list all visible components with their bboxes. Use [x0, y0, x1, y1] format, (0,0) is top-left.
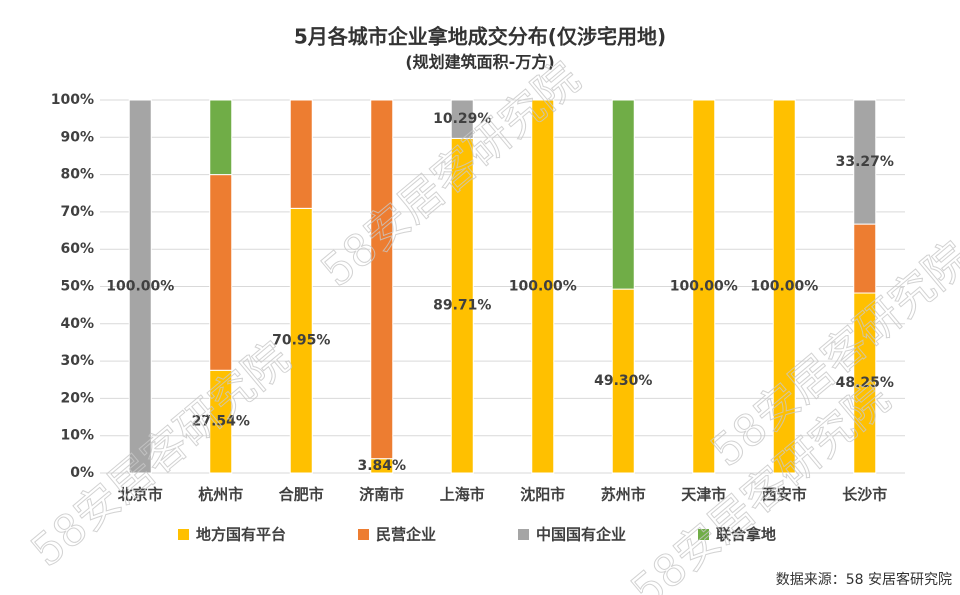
y-tick-label: 0%	[70, 465, 94, 481]
legend-label: 地方国有平台	[196, 526, 286, 544]
legend-swatch	[518, 529, 529, 540]
y-tick-label: 90%	[60, 129, 94, 145]
data-label: 100.00%	[509, 279, 577, 295]
data-label: 100.00%	[750, 279, 818, 295]
bar-segment	[853, 99, 877, 225]
bar-segment	[209, 99, 233, 176]
y-tick-label: 10%	[60, 428, 94, 444]
x-tick-label: 沈阳市	[520, 486, 565, 504]
legend-label: 联合拿地	[716, 526, 776, 544]
bar-segment	[853, 223, 877, 294]
legend-swatch	[698, 529, 709, 540]
bar-segment	[531, 99, 555, 474]
x-tick-label: 合肥市	[278, 486, 324, 504]
x-tick-label: 北京市	[118, 486, 163, 504]
data-label: 3.84%	[357, 458, 406, 474]
x-tick-label: 天津市	[681, 486, 726, 504]
data-label: 27.54%	[192, 414, 250, 430]
y-tick-label: 60%	[60, 241, 94, 257]
legend-label: 中国国有企业	[536, 526, 626, 544]
data-label: 33.27%	[836, 154, 894, 170]
data-label: 89.71%	[433, 298, 491, 314]
data-label: 49.30%	[594, 373, 652, 389]
y-tick-label: 70%	[60, 204, 94, 220]
x-tick-label: 上海市	[440, 486, 485, 504]
bar-segment	[772, 99, 796, 474]
bar-segment	[209, 174, 233, 371]
x-tick-label: 杭州市	[198, 486, 243, 504]
x-tick-label: 长沙市	[842, 486, 887, 504]
legend-swatch	[358, 529, 369, 540]
bar-segment	[692, 99, 716, 474]
legend-swatch	[178, 529, 189, 540]
y-tick-label: 50%	[60, 279, 94, 295]
y-tick-label: 20%	[60, 390, 94, 406]
y-tick-label: 30%	[60, 353, 94, 369]
y-tick-label: 80%	[60, 167, 94, 183]
x-tick-label: 西安市	[762, 486, 807, 504]
legend-label: 民营企业	[376, 526, 436, 544]
data-label: 100.00%	[106, 279, 174, 295]
data-label: 10.29%	[433, 111, 491, 127]
bar-segment	[450, 99, 474, 139]
source: 数据来源：58 安居客研究院	[776, 571, 952, 588]
data-label: 48.25%	[836, 375, 894, 391]
chart-subtitle: (规划建筑面积-万方)	[405, 53, 554, 72]
bar-segment	[370, 99, 394, 460]
bar-segment	[611, 99, 635, 290]
chart-title: 5月各城市企业拿地成交分布(仅涉宅用地)	[294, 25, 666, 49]
bar-segment	[128, 99, 152, 474]
data-label: 100.00%	[670, 279, 738, 295]
bar-segment	[289, 99, 313, 209]
data-label: 70.95%	[272, 333, 330, 349]
y-tick-label: 40%	[60, 316, 94, 332]
x-tick-label: 苏州市	[601, 486, 646, 504]
x-tick-label: 济南市	[359, 486, 404, 504]
y-tick-label: 100%	[51, 92, 94, 108]
